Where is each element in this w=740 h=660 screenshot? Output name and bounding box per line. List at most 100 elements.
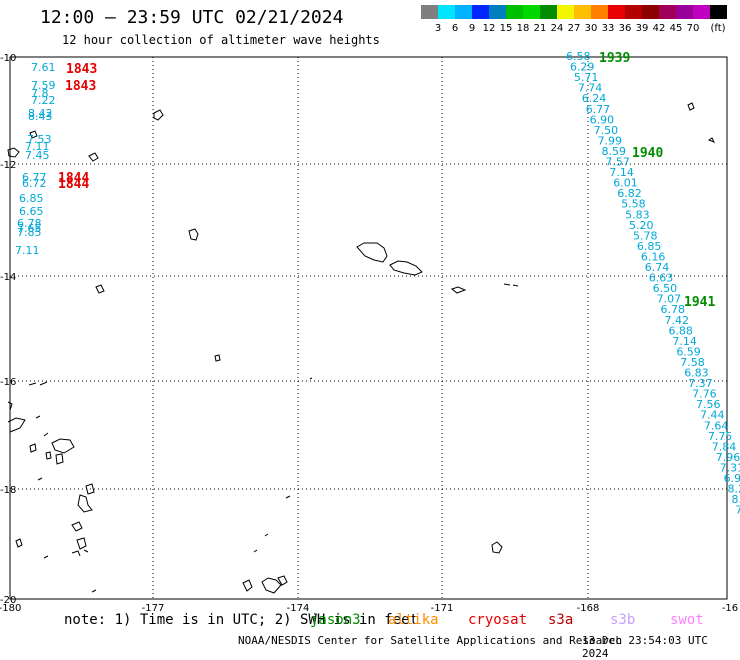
wave-height-value: 6.72 [22,177,47,190]
legend-note: note: 1) Time is in UTC; 2) SWH is in fe… [64,612,419,628]
wave-height-value: 6.29 [570,61,595,74]
wave-height-value: 7.45 [25,149,50,162]
wave-height-value: 6.88 [668,324,693,337]
legend-jason3: jason3 [310,612,361,628]
scale-swatch [506,5,523,19]
wave-height-value: 7.44 [700,409,725,422]
wave-height-value: 6.78 [661,303,686,316]
pass-label: 1844 [58,171,89,186]
wave-height-track-right: 6.586.295.717.746.246.776.907.507.998.59… [566,50,740,527]
wave-height-value: 6.90 [590,113,615,126]
wave-height-value: 5.78 [633,229,658,242]
scale-label: 45 [670,23,683,34]
pass-label: 1940 [632,146,663,161]
pass-label: 1843 [65,79,96,94]
scale-label: 39 [636,23,649,34]
wave-height-value: 7.11 [25,140,50,153]
scale-label: 12 [483,23,496,34]
wave-height-value: 7.75 [708,430,733,443]
pass-label: 1941 [684,295,715,310]
y-tick-label: -12 [0,160,16,171]
wave-height-value: 7.64 [704,419,729,432]
x-tick-label: -174 [287,603,310,614]
scale-label: 24 [551,23,564,34]
wave-height-value: 6.78 [17,217,42,230]
wave-height-value: 5.58 [621,198,646,211]
wave-height-value: 7.11 [15,244,40,257]
wave-height-value: 7.85 [17,226,42,239]
wave-height-value: 5.83 [625,208,650,221]
wave-height-value: 7.58 [680,356,705,369]
legend-cryosat: cryosat [468,612,528,628]
wave-height-value: 6.65 [19,205,44,218]
scale-label: 9 [469,23,475,34]
wave-height-value: 7.14 [672,335,697,348]
map-frame [9,56,728,600]
scale-swatch [608,5,625,19]
pass-label: 1843 [66,62,97,77]
wave-height-value: 7.96 [716,451,740,464]
wave-height-value: 7.56 [696,398,721,411]
wave-height-value: 6.85 [19,192,44,205]
y-axis-labels: -10 -12 -14 -16 -18 -20 [0,53,16,606]
y-tick-label: -18 [0,485,16,496]
wave-height-value: 7.07 [657,293,682,306]
pass-label: 1844 [58,177,89,192]
scale-swatch [540,5,557,19]
scale-label: 42 [653,23,666,34]
x-tick-label: -16 [722,603,738,614]
color-scale: 3 6 9 12 15 18 21 24 27 30 33 36 39 42 45 70 (ft) [421,5,727,34]
wave-height-value: 7.76 [692,388,717,401]
scale-swatch [455,5,472,19]
legend-s3b: s3b [610,612,636,628]
wave-height-value: 6.58 [566,50,591,63]
wave-height-value: 6.74 [645,261,670,274]
wave-height-value: 8.3 [731,493,740,506]
scale-swatch [523,5,540,19]
wave-height-value: 6.98 [724,472,740,485]
wave-height-value: 7.8 [31,87,49,100]
scale-swatch [710,5,727,19]
wave-height-value: 8.43 [28,110,53,123]
wave-height-value: 7.50 [594,124,619,137]
scale-label: 21 [534,23,547,34]
wave-height-value: 8.59 [601,145,626,158]
wave-height-value: 6.50 [653,282,678,295]
scale-label: 33 [602,23,615,34]
legend-swot: swot [670,612,704,628]
scale-swatch [574,5,591,19]
wave-height-value: 7.59 [31,79,56,92]
wave-height-value: 7.53 [27,133,52,146]
wave-height-value: 6.01 [613,177,638,190]
wave-height-value: 6.77 [586,103,611,116]
wave-height-value: 7.74 [578,82,603,95]
scale-swatch [438,5,455,19]
wave-height-value: 7.99 [598,134,623,147]
wave-height-value: 8.24 [728,483,740,496]
wave-height-value: 7.31 [720,461,740,474]
scale-swatch [642,5,659,19]
scale-swatch [676,5,693,19]
x-tick-label: -168 [577,603,600,614]
scale-swatch [557,5,574,19]
wave-height-value: 6.77 [22,171,47,184]
scale-label: 18 [517,23,530,34]
scale-swatch [591,5,608,19]
wave-height-value: 6.59 [676,345,701,358]
scale-swatch [489,5,506,19]
scale-swatch [421,5,438,19]
wave-height-value: 7.84 [712,440,737,453]
wave-height-value: 5.71 [574,71,599,84]
scale-label: 36 [619,23,632,34]
wave-height-value: 6.83 [684,367,709,380]
x-axis-labels: -180 -177 -174 -171 -168 -16 [0,603,738,614]
y-tick-label: -20 [0,595,16,606]
wave-height-value: 8.42 [28,107,53,120]
x-tick-label: -180 [0,603,21,614]
y-tick-label: -16 [0,377,16,388]
wave-height-value: 7.37 [688,377,713,390]
wave-height-value: 7.61 [31,61,56,74]
wave-height-value: 7.65 [17,222,42,235]
scale-swatch [693,5,710,19]
